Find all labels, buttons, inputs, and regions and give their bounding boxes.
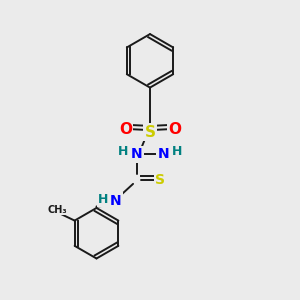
Text: N: N	[131, 148, 142, 161]
Text: H: H	[98, 193, 109, 206]
Text: S: S	[155, 173, 165, 187]
Text: H: H	[172, 145, 182, 158]
Text: O: O	[168, 122, 181, 137]
Text: O: O	[119, 122, 132, 137]
Text: S: S	[145, 125, 155, 140]
Text: H: H	[118, 145, 128, 158]
Text: N: N	[110, 194, 122, 208]
Text: N: N	[158, 148, 169, 161]
Text: CH₃: CH₃	[48, 205, 68, 214]
